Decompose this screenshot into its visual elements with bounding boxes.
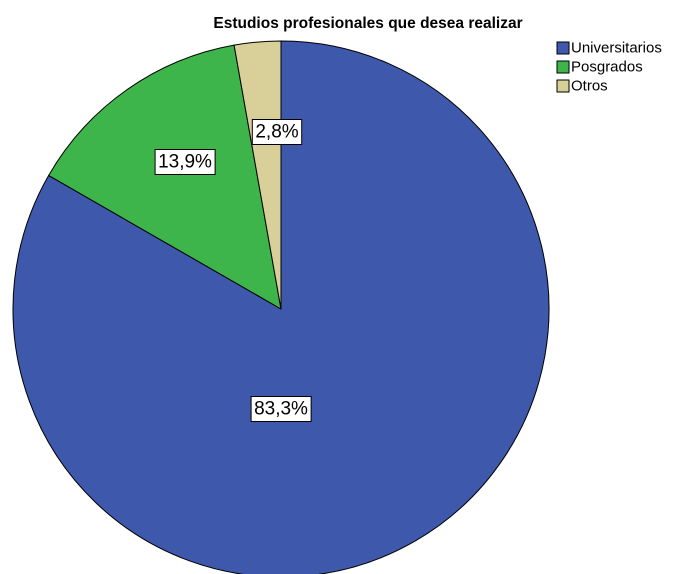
data-label-otros: 2,8% — [251, 119, 303, 145]
legend-item-universitarios: Universitarios — [556, 40, 662, 57]
data-label-text: 2,8% — [255, 122, 298, 143]
data-label-box — [251, 119, 303, 145]
pie-slice-posgrados — [48, 44, 282, 310]
legend-swatch — [556, 79, 570, 93]
legend-swatch — [556, 41, 570, 55]
legend-item-otros: Otros — [556, 78, 608, 95]
legend: Universitarios Posgrados Otros — [556, 40, 662, 95]
pie-slices — [12, 40, 550, 574]
pie-slice-otros — [233, 40, 282, 310]
data-label-text: 13,9% — [158, 152, 212, 173]
chart-title: Estudios profesionales que desea realiza… — [213, 15, 522, 32]
legend-label: Posgrados — [571, 59, 643, 76]
data-label-universitarios: 83,3% — [250, 396, 312, 422]
legend-swatch — [556, 60, 570, 74]
legend-label: Universitarios — [571, 40, 662, 57]
legend-item-posgrados: Posgrados — [556, 59, 643, 76]
data-label-box — [154, 149, 216, 175]
legend-label: Otros — [571, 78, 608, 95]
data-label-posgrados: 13,9% — [154, 149, 216, 175]
data-labels: 83,3% 13,9% 2,8% — [154, 119, 312, 422]
data-label-text: 83,3% — [254, 399, 308, 420]
data-label-box — [250, 396, 312, 422]
